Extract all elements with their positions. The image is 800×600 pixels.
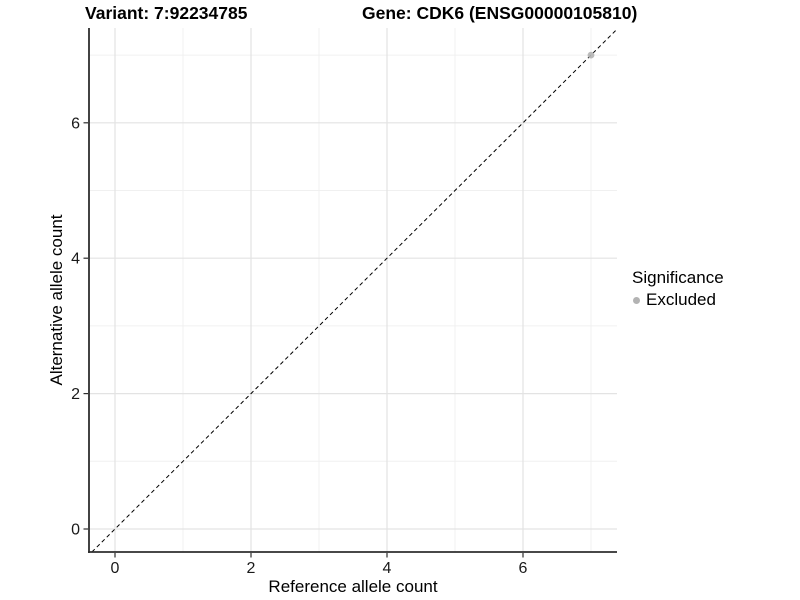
excluded-point-icon [633, 296, 640, 304]
y-axis-title: Alternative allele count [47, 214, 66, 386]
legend-item-label: Excluded [646, 290, 716, 309]
identity-line [91, 29, 618, 553]
data-point [587, 51, 595, 59]
y-tick-label: 6 [71, 115, 80, 132]
legend-title: Significance [632, 268, 724, 287]
plot-title-variant: Variant: 7:92234785 [85, 3, 248, 23]
x-tick-label: 0 [111, 560, 120, 577]
x-tick-label: 4 [383, 560, 392, 577]
plot-title-gene: Gene: CDK6 (ENSG00000105810) [362, 3, 638, 23]
y-tick-label: 2 [71, 386, 80, 403]
x-tick-label: 2 [247, 560, 256, 577]
plot-panel: 0 2 4 6 0 2 4 6 [71, 28, 618, 577]
y-tick-label: 4 [71, 251, 80, 268]
legend-item-excluded: Excluded [633, 290, 724, 310]
y-tick-label: 0 [71, 522, 80, 539]
legend: Significance Excluded [630, 268, 724, 310]
x-tick-label: 6 [519, 560, 528, 577]
x-axis-title: Reference allele count [268, 577, 438, 596]
